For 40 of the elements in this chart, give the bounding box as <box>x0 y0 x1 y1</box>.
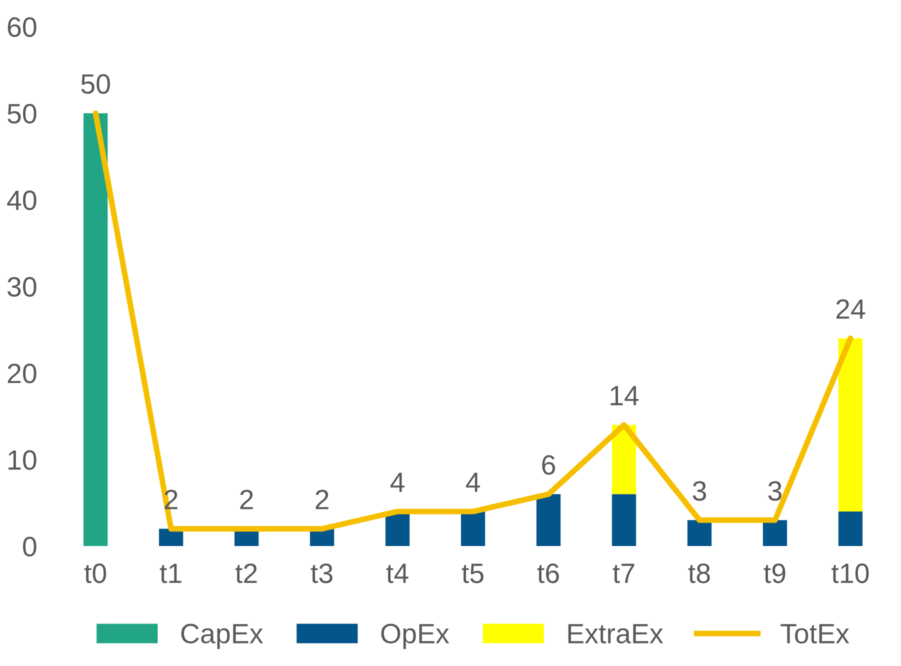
data-label: 2 <box>240 490 253 510</box>
x-tick-label: t8 <box>688 564 710 584</box>
x-tick-label: t3 <box>310 564 332 584</box>
y-tick-label: 50 <box>8 104 36 124</box>
data-label: 3 <box>692 481 706 501</box>
y-tick-label: 30 <box>8 277 36 297</box>
y-tick-label: 40 <box>7 190 36 210</box>
bar <box>838 511 863 546</box>
x-tick-label: t10 <box>832 564 869 584</box>
legend-label: TotEx <box>780 624 850 644</box>
y-tick-label: 20 <box>8 364 36 384</box>
data-label: 6 <box>542 455 556 475</box>
y-tick-label: 0 <box>23 536 36 556</box>
data-label: 4 <box>390 472 404 492</box>
bar <box>84 113 108 546</box>
x-tick-label: t9 <box>764 564 786 584</box>
bar <box>612 494 636 546</box>
data-label: 3 <box>768 481 782 501</box>
x-tick-label: t4 <box>386 564 408 584</box>
data-label: 24 <box>836 299 866 319</box>
data-label: 4 <box>466 472 480 492</box>
x-tick-label: t5 <box>462 564 484 584</box>
x-tick-label: t7 <box>612 564 634 584</box>
legend-label: CapEx <box>181 624 263 649</box>
bar <box>536 494 561 546</box>
x-tick-label: t1 <box>160 564 182 584</box>
legend-label: ExtraEx <box>568 624 664 644</box>
x-tick-label: t0 <box>84 564 106 584</box>
legend-label: OpEx <box>381 624 450 649</box>
bar <box>460 511 486 546</box>
bar <box>838 338 863 512</box>
data-label: 50 <box>81 74 110 94</box>
bar <box>762 520 788 546</box>
data-label: 14 <box>610 386 639 406</box>
x-tick-label: t6 <box>537 564 559 584</box>
y-tick-label: 60 <box>8 17 36 37</box>
x-tick-label: t2 <box>235 564 257 584</box>
data-label: 2 <box>316 490 328 510</box>
bar <box>687 520 712 546</box>
y-tick-label: 10 <box>8 450 36 470</box>
